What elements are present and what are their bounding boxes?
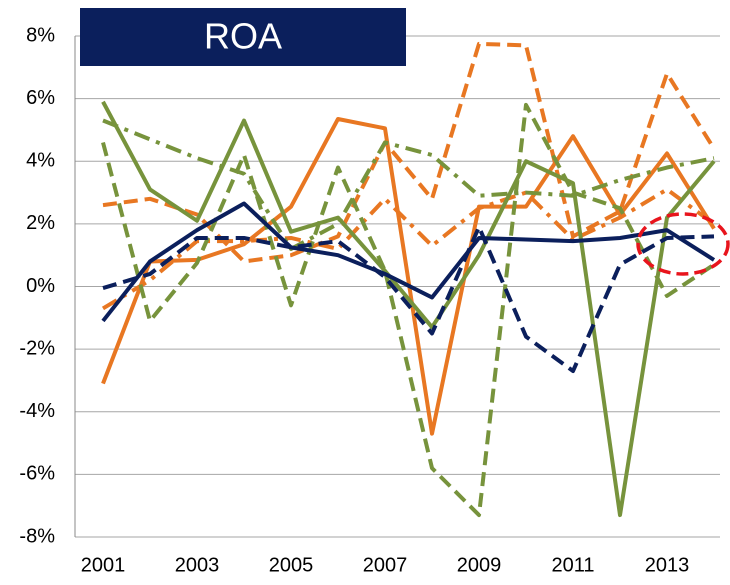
y-tick-label: -2% xyxy=(19,337,55,359)
y-tick-label: 4% xyxy=(26,150,55,172)
x-tick-label: 2005 xyxy=(269,554,314,576)
x-tick-label: 2013 xyxy=(645,554,690,576)
series-line xyxy=(101,116,716,436)
series-line xyxy=(102,225,715,374)
y-tick-label: -4% xyxy=(19,400,55,422)
x-tick-label: 2007 xyxy=(363,554,408,576)
title-box xyxy=(80,8,406,66)
y-tick-label: 8% xyxy=(26,24,55,46)
highlight-ellipse xyxy=(636,212,730,276)
x-tick-label: 2003 xyxy=(175,554,220,576)
chart-title: ROA xyxy=(204,16,282,57)
series-line xyxy=(101,187,716,311)
series-line xyxy=(101,201,716,323)
y-tick-label: -6% xyxy=(19,463,55,485)
y-tick-label: 0% xyxy=(26,275,55,297)
x-tick-label: 2001 xyxy=(81,554,126,576)
x-tick-label: 2011 xyxy=(551,554,594,576)
series-line xyxy=(102,41,716,264)
x-tick-label: 2009 xyxy=(457,554,502,576)
series-line xyxy=(101,100,716,518)
y-tick-label: 2% xyxy=(26,212,55,234)
y-tick-label: 6% xyxy=(26,87,55,109)
series-line xyxy=(101,102,716,518)
lines xyxy=(101,41,716,518)
series-line xyxy=(102,118,715,251)
y-tick-label: -8% xyxy=(19,525,55,547)
